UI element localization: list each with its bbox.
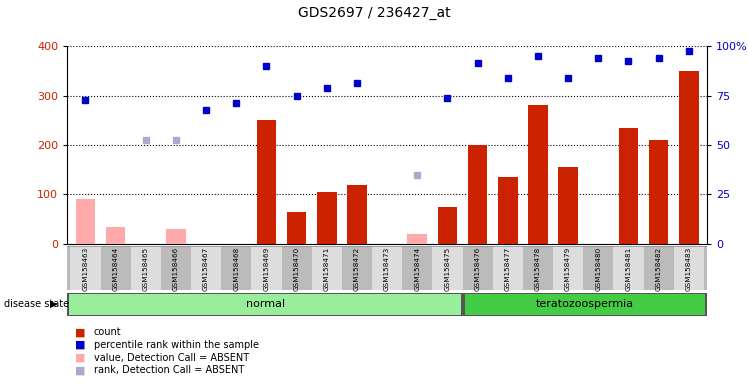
Text: GSM158472: GSM158472 (354, 247, 360, 291)
Bar (166, 229, 186, 244)
Text: GSM158478: GSM158478 (535, 247, 541, 291)
Text: ■: ■ (75, 353, 85, 362)
Bar (493, 246, 523, 290)
Bar (498, 177, 518, 244)
Bar (161, 246, 191, 290)
Text: ■: ■ (75, 340, 85, 350)
Text: ■: ■ (75, 327, 85, 337)
Bar (105, 227, 126, 244)
Bar (100, 246, 131, 290)
Bar (70, 294, 462, 315)
Bar (408, 234, 427, 244)
Bar (438, 207, 457, 244)
Bar (317, 192, 337, 244)
Bar (558, 167, 578, 244)
Bar (221, 246, 251, 290)
Text: GSM158475: GSM158475 (444, 247, 450, 291)
Bar (679, 71, 699, 244)
Bar (674, 246, 704, 290)
Text: GSM158468: GSM158468 (233, 247, 239, 291)
Bar (402, 246, 432, 290)
Text: GSM158465: GSM158465 (143, 247, 149, 291)
Bar (70, 246, 100, 290)
Text: percentile rank within the sample: percentile rank within the sample (94, 340, 259, 350)
Text: GSM158470: GSM158470 (293, 247, 300, 291)
Text: GSM158467: GSM158467 (203, 247, 209, 291)
Bar (619, 127, 638, 244)
Text: GDS2697 / 236427_at: GDS2697 / 236427_at (298, 6, 450, 20)
Bar (432, 246, 462, 290)
Bar (347, 185, 367, 244)
Text: GSM158471: GSM158471 (324, 247, 330, 291)
Bar (312, 246, 342, 290)
Bar (76, 199, 95, 244)
Bar (131, 246, 161, 290)
Text: GSM158480: GSM158480 (595, 247, 601, 291)
Bar (523, 246, 553, 290)
Text: GSM158463: GSM158463 (82, 247, 88, 291)
Text: count: count (94, 327, 121, 337)
Bar (342, 246, 372, 290)
Text: GSM158469: GSM158469 (263, 247, 269, 291)
Bar (649, 140, 669, 244)
Text: GSM158476: GSM158476 (474, 247, 481, 291)
Text: GSM158466: GSM158466 (173, 247, 179, 291)
Text: value, Detection Call = ABSENT: value, Detection Call = ABSENT (94, 353, 248, 362)
Text: GSM158477: GSM158477 (505, 247, 511, 291)
Text: GSM158482: GSM158482 (655, 247, 661, 291)
Text: rank, Detection Call = ABSENT: rank, Detection Call = ABSENT (94, 365, 244, 375)
Bar (286, 212, 307, 244)
Bar (613, 246, 643, 290)
Bar (462, 246, 493, 290)
Bar (281, 246, 312, 290)
Text: ▶: ▶ (50, 299, 58, 309)
Bar (251, 246, 281, 290)
Bar (465, 294, 705, 315)
Text: GSM158464: GSM158464 (113, 247, 119, 291)
Text: normal: normal (245, 299, 285, 310)
Text: GSM158474: GSM158474 (414, 247, 420, 291)
Bar (528, 106, 548, 244)
Bar (191, 246, 221, 290)
Bar (257, 120, 276, 244)
Text: GSM158481: GSM158481 (625, 247, 631, 291)
Bar (643, 246, 674, 290)
Bar (583, 246, 613, 290)
Text: GSM158483: GSM158483 (686, 247, 692, 291)
Text: teratozoospermia: teratozoospermia (536, 299, 634, 310)
Bar (553, 246, 583, 290)
Text: ■: ■ (75, 365, 85, 375)
Bar (372, 246, 402, 290)
Text: GSM158479: GSM158479 (565, 247, 571, 291)
Bar (468, 145, 488, 244)
Text: GSM158473: GSM158473 (384, 247, 390, 291)
Text: disease state: disease state (4, 299, 69, 309)
